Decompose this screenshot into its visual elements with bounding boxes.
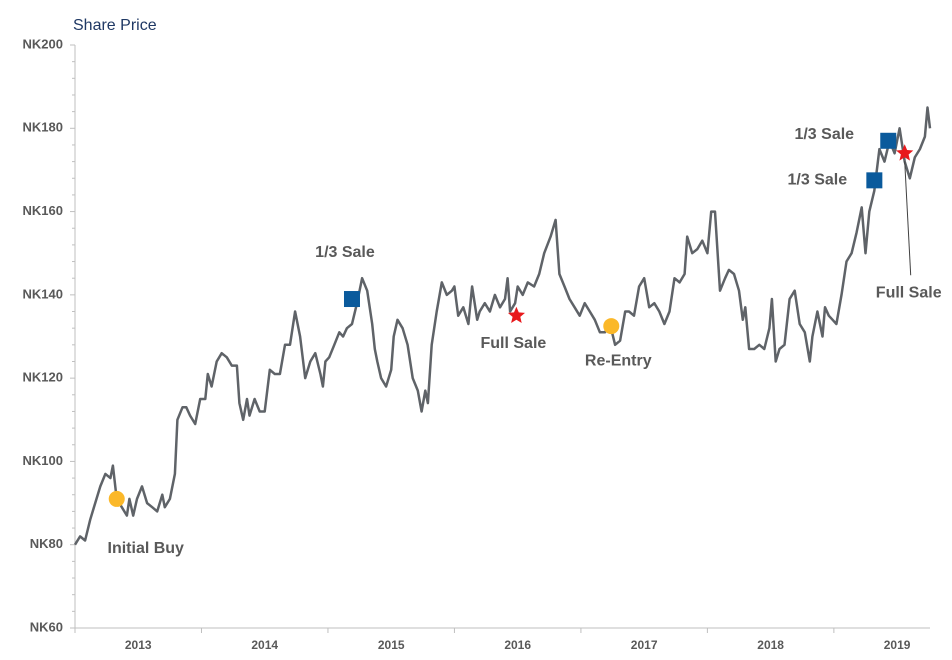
- x-tick-label: 2019: [884, 638, 911, 652]
- y-tick-label: NK80: [30, 536, 63, 551]
- event-marker: [866, 172, 883, 189]
- y-tick-label: NK180: [23, 120, 63, 135]
- x-tick-label: 2013: [125, 638, 152, 652]
- y-tick-label: NK140: [23, 286, 63, 301]
- event-marker: [880, 132, 897, 149]
- event-label: Full Sale: [876, 284, 942, 301]
- y-tick-label: NK120: [23, 370, 63, 385]
- x-tick-label: 2018: [757, 638, 784, 652]
- x-tick-label: 2017: [631, 638, 658, 652]
- event-label: 1/3 Sale: [788, 172, 848, 189]
- x-tick-label: 2015: [378, 638, 405, 652]
- event-marker: [343, 291, 360, 308]
- event-label: Full Sale: [481, 335, 547, 352]
- event-marker: [603, 318, 620, 335]
- x-tick-label: 2014: [251, 638, 278, 652]
- y-tick-label: NK200: [23, 36, 63, 51]
- event-marker: [108, 490, 125, 507]
- y-tick-label: NK100: [23, 453, 63, 468]
- chart-title: Share Price: [73, 17, 157, 34]
- y-tick-label: NK60: [30, 619, 63, 634]
- event-label: 1/3 Sale: [794, 126, 854, 143]
- event-label: Initial Buy: [108, 540, 185, 557]
- leader-line: [904, 161, 912, 276]
- event-marker: [896, 144, 914, 161]
- x-tick-label: 2016: [504, 638, 531, 652]
- event-label: Re-Entry: [585, 352, 652, 369]
- price-line: [73, 106, 932, 546]
- event-marker: [507, 306, 525, 323]
- y-tick-label: NK160: [23, 203, 63, 218]
- event-label: 1/3 Sale: [315, 244, 375, 261]
